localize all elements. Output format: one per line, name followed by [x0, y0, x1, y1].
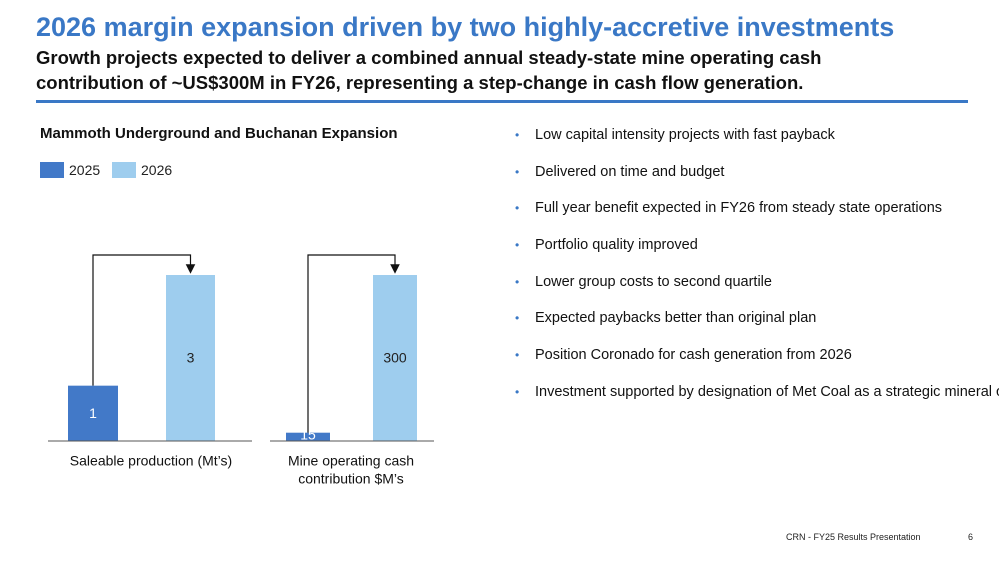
legend-item: 2025: [40, 162, 100, 178]
charts: 1 3 Saleable production (Mt’s) 15 300 Mine op…: [48, 254, 434, 487]
x-axis-label: contribution $M’s: [298, 471, 404, 487]
bar: [166, 275, 215, 441]
bar: [68, 385, 118, 441]
data-label: 1: [89, 405, 97, 421]
legend-label: 2026: [141, 162, 173, 178]
data-label: 15: [300, 427, 316, 443]
x-axis-label: Mine operating cash: [288, 453, 414, 469]
slide-title: 2026 margin expansion driven by two high…: [36, 12, 895, 42]
legend-label: 2025: [69, 162, 101, 178]
bullet: Investment supported by designation of M…: [515, 383, 999, 401]
legend-swatch: [112, 162, 136, 178]
legend-swatch: [40, 162, 64, 178]
bullet: Full year benefit expected in FY26 from …: [515, 199, 965, 217]
bullet: Delivered on time and budget: [515, 163, 965, 181]
data-label: 300: [383, 350, 407, 366]
x-axis-label: Saleable production (Mt’s): [70, 453, 232, 469]
subtitle-line: contribution of ~US$300M in FY26, repres…: [36, 72, 804, 93]
subtitle-line: Growth projects expected to deliver a co…: [36, 47, 822, 68]
bullet: Low capital intensity projects with fast…: [515, 126, 965, 144]
bullet-list: Low capital intensity projects with fast…: [515, 126, 999, 420]
footer: CRN - FY25 Results Presentation: [786, 532, 921, 542]
bullet: Expected paybacks better than original p…: [515, 309, 965, 327]
arrow: [92, 254, 196, 386]
divider: [36, 100, 968, 103]
page-number: 6: [968, 532, 974, 542]
arrow: [307, 254, 400, 433]
data-label: 3: [187, 350, 195, 366]
legend-item: 2026: [112, 162, 172, 178]
bullet: Lower group costs to second quartile: [515, 273, 965, 291]
bullet: Portfolio quality improved: [515, 236, 965, 254]
bar: [286, 432, 330, 441]
bar: [373, 275, 417, 441]
panel-title: Mammoth Underground and Buchanan Expansi…: [40, 125, 398, 142]
bullet: Position Coronado for cash generation fr…: [515, 346, 965, 364]
